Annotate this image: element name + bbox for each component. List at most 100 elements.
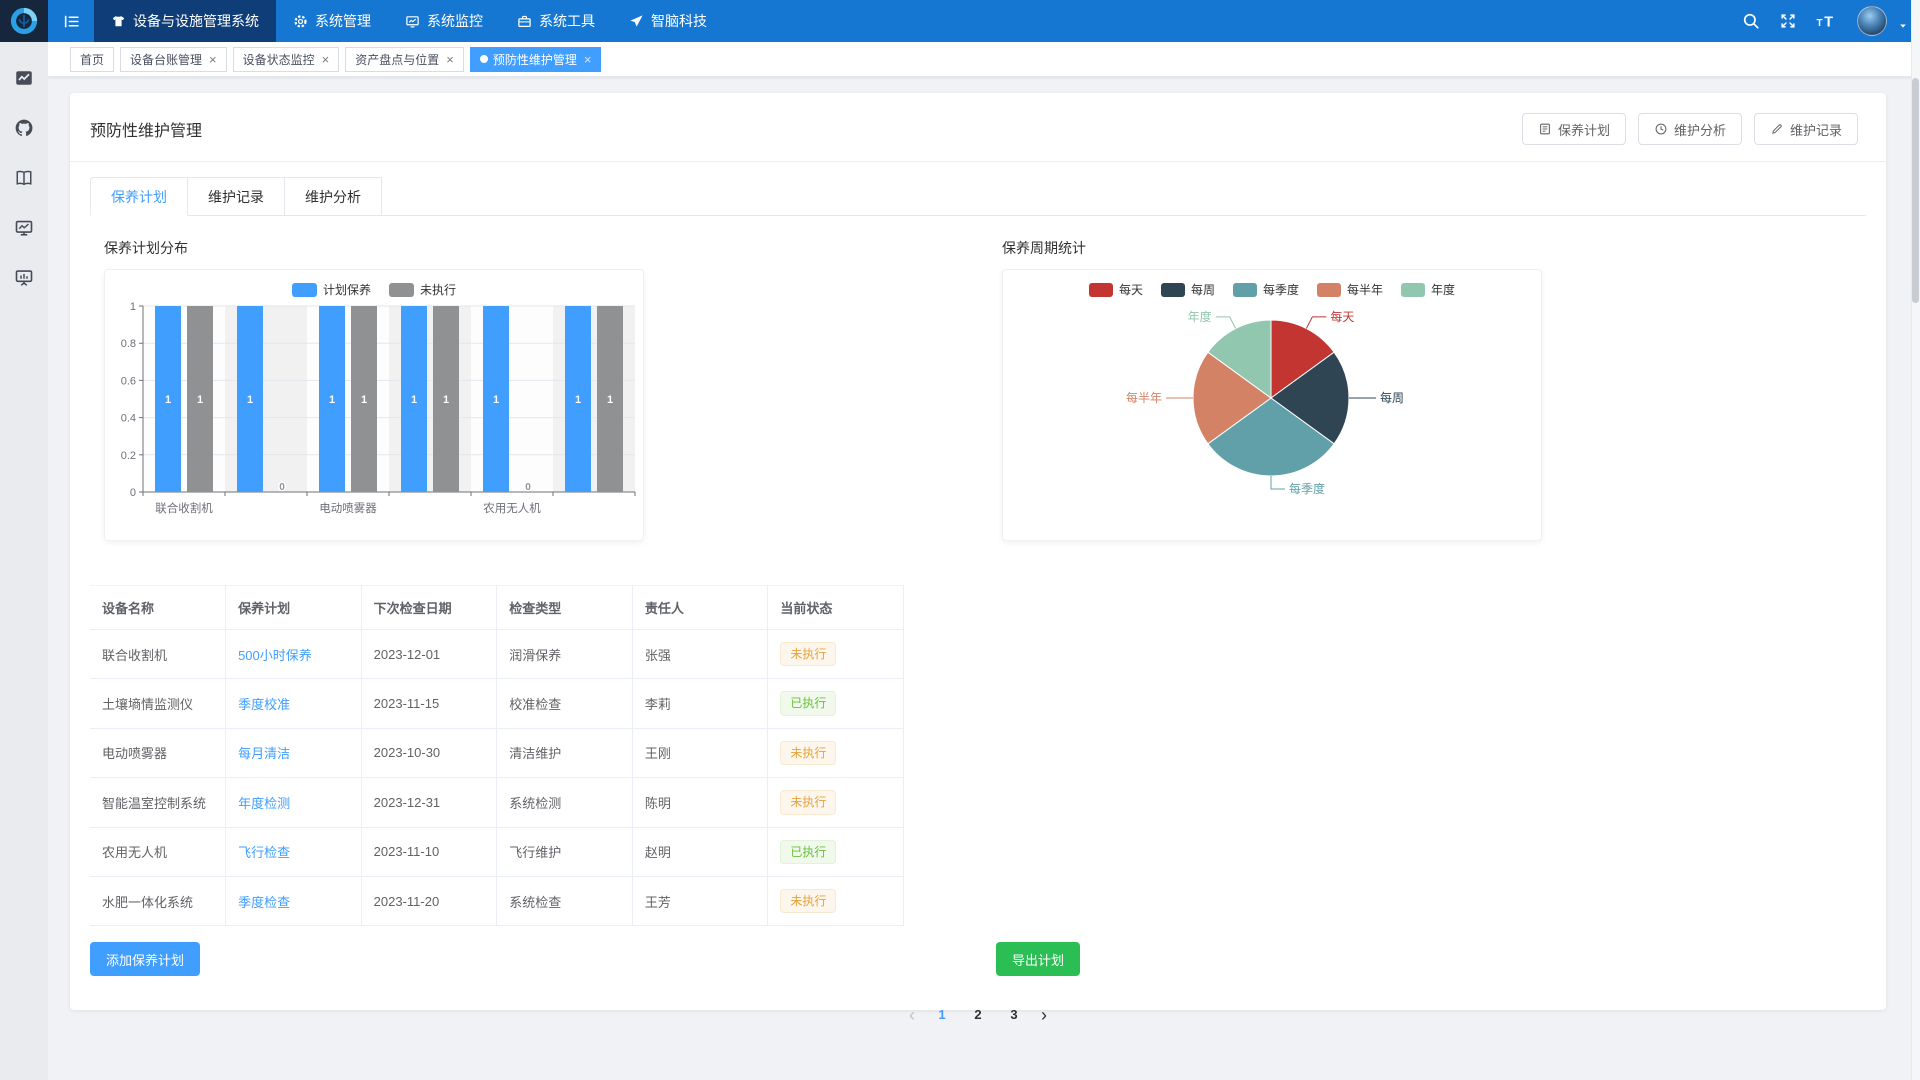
header-divider xyxy=(70,161,1886,162)
export-plan-button[interactable]: 导出计划 xyxy=(995,942,1081,977)
view-tag[interactable]: 设备状态监控 × xyxy=(232,46,340,72)
legend-item[interactable]: 每半年 xyxy=(1317,281,1383,298)
plan-cell: 500小时保养 xyxy=(225,629,362,680)
status-badge: 未执行 xyxy=(780,790,837,815)
view-tag[interactable]: 资产盘点与位置 × xyxy=(345,46,464,72)
navbar-menu-item[interactable]: 系统管理 xyxy=(276,0,388,42)
page-header: 预防性维护管理 保养计划 维护分析 维护记录 xyxy=(90,109,1866,161)
view-tag[interactable]: 设备台账管理 × xyxy=(120,46,227,72)
table-row: 智能温室控制系统 年度检测 2023-12-31 系统检测 陈明 未执行 xyxy=(90,777,904,828)
view-tag-label: 设备状态监控 xyxy=(242,52,315,67)
legend-item[interactable]: 每周 xyxy=(1160,281,1215,298)
tab-保养计划[interactable]: 保养计划 xyxy=(90,177,188,216)
navbar-menu: 设备与设施管理系统 系统管理 系统监控 系统工具 智脑科技 xyxy=(94,0,724,42)
legend-label: 未执行 xyxy=(420,283,457,297)
tag-close-icon[interactable]: × xyxy=(321,51,330,67)
navbar-right-tools: T T xyxy=(1742,6,1920,36)
navbar-menu-item-label: 设备与设施管理系统 xyxy=(133,13,259,29)
font-size-icon[interactable]: T T xyxy=(1816,12,1838,30)
pagination-next-icon[interactable]: › xyxy=(1041,1005,1047,1026)
next-date-cell: 2023-11-20 xyxy=(361,876,498,927)
legend-item[interactable]: 每季度 xyxy=(1232,281,1299,298)
photo-chart-icon[interactable] xyxy=(14,68,34,88)
plan-link[interactable]: 飞行检查 xyxy=(238,845,291,861)
status-badge: 未执行 xyxy=(780,740,837,766)
bar-chart: 0 0.2 0.4 0.6 0.8 1 1 1 联合收割机 1 0 1 1 电动喷雾器 1 1 1 0 农用无人机 1… xyxy=(121,301,636,515)
pie-chart-section: 保养周期统计 每天 每周 每季度 每半年 年度 每天 每周 每季度 每半年 年度 xyxy=(978,238,1866,541)
clock-icon xyxy=(1654,122,1668,136)
view-tag[interactable]: 首页 xyxy=(70,46,115,72)
navbar-menu-item[interactable]: 系统工具 xyxy=(500,0,612,42)
header-action-label: 保养计划 xyxy=(1557,122,1610,138)
sidebar-toggle-icon[interactable] xyxy=(48,0,94,42)
navbar-menu-item[interactable]: 设备与设施管理系统 xyxy=(94,0,276,42)
table-row: 水肥一体化系统 季度检查 2023-11-20 系统检查 王芳 未执行 xyxy=(90,876,904,927)
tag-close-icon[interactable]: × xyxy=(446,51,454,67)
window-scrollbar[interactable] xyxy=(1911,0,1920,1080)
page-card: 预防性维护管理 保养计划 维护分析 维护记录 保养计划 维护记录 维护分析 保养计划分布… xyxy=(70,93,1886,1024)
book-icon[interactable] xyxy=(14,168,34,188)
user-avatar[interactable] xyxy=(1857,6,1887,36)
plan-link[interactable]: 500小时保养 xyxy=(238,647,312,663)
presentation-icon[interactable] xyxy=(14,268,34,288)
bar-chart-card: 计划保养 未执行 0 0.2 0.4 0.6 0.8 1 1 1 联合收割机 1 0 1 1 电动喷雾器 1 1… xyxy=(104,269,644,541)
header-action-button[interactable]: 维护记录 xyxy=(1753,113,1858,145)
next-date-cell: 2023-11-15 xyxy=(361,678,498,729)
navbar-menu-item[interactable]: 系统监控 xyxy=(388,0,500,42)
chevron-down-icon[interactable] xyxy=(1898,21,1908,31)
github-icon[interactable] xyxy=(14,118,34,138)
table-row: 联合收割机 500小时保养 2023-12-01 润滑保养 张强 未执行 xyxy=(90,629,904,680)
status-cell: 未执行 xyxy=(767,629,904,680)
tag-close-icon[interactable]: × xyxy=(209,51,217,67)
plan-link[interactable]: 季度校准 xyxy=(238,697,291,713)
svg-text:1: 1 xyxy=(493,394,499,406)
svg-text:0.8: 0.8 xyxy=(121,338,136,350)
check-type-cell: 校准检查 xyxy=(496,678,633,729)
owner-cell: 赵明 xyxy=(632,827,769,877)
tab-维护分析[interactable]: 维护分析 xyxy=(285,177,382,216)
svg-text:每天: 每天 xyxy=(1330,309,1354,324)
bar-chart-section: 保养计划分布 计划保养 未执行 0 0.2 0.4 0.6 0.8 1 1 1 联合收割机 1 0 1 1… xyxy=(90,238,978,541)
svg-text:1: 1 xyxy=(247,394,253,406)
tab-维护记录[interactable]: 维护记录 xyxy=(188,177,285,216)
plan-cell: 年度检测 xyxy=(225,777,362,828)
header-action-button[interactable]: 保养计划 xyxy=(1521,113,1626,145)
search-icon[interactable] xyxy=(1742,12,1760,30)
legend-label: 每周 xyxy=(1190,283,1215,297)
header-action-button[interactable]: 维护分析 xyxy=(1637,113,1742,145)
plan-link[interactable]: 季度检查 xyxy=(238,894,291,910)
document-icon xyxy=(1538,122,1552,136)
legend-item[interactable]: 每天 xyxy=(1088,281,1143,298)
legend-label: 计划保养 xyxy=(322,283,371,297)
bar-chart-legend: 计划保养 未执行 xyxy=(105,270,643,298)
charts-row: 保养计划分布 计划保养 未执行 0 0.2 0.4 0.6 0.8 1 1 1 联合收割机 1 0 1 1… xyxy=(90,238,1866,541)
navbar-menu-item[interactable]: 智脑科技 xyxy=(612,0,724,42)
device-name-cell: 水肥一体化系统 xyxy=(90,876,227,927)
add-plan-button[interactable]: 添加保养计划 xyxy=(90,942,201,977)
pagination-prev-icon[interactable]: ‹ xyxy=(909,1005,915,1026)
tag-close-icon[interactable]: × xyxy=(583,51,592,67)
plan-link[interactable]: 每月清洁 xyxy=(238,746,291,762)
table-actions: 添加保养计划 导出计划 xyxy=(90,942,1866,977)
legend-label: 每天 xyxy=(1118,283,1143,297)
pagination-page-1[interactable]: 1 xyxy=(938,1007,946,1023)
navbar-menu-item-label: 智脑科技 xyxy=(651,13,707,29)
view-tag[interactable]: 预防性维护管理 × xyxy=(469,46,602,72)
legend-item[interactable]: 计划保养 xyxy=(291,281,371,298)
plan-link[interactable]: 年度检测 xyxy=(238,795,291,811)
main-content: 预防性维护管理 保养计划 维护分析 维护记录 保养计划 维护记录 维护分析 保养计划分布… xyxy=(48,77,1920,1080)
table-row: 农用无人机 飞行检查 2023-11-10 飞行维护 赵明 已执行 xyxy=(90,827,904,877)
legend-item[interactable]: 未执行 xyxy=(389,281,456,298)
legend-item[interactable]: 年度 xyxy=(1401,281,1455,298)
left-sidebar xyxy=(0,0,48,1080)
fullscreen-icon[interactable] xyxy=(1779,12,1797,30)
device-name-cell: 农用无人机 xyxy=(90,827,227,877)
monitor-chart-icon[interactable] xyxy=(14,218,34,238)
status-badge: 未执行 xyxy=(780,888,837,914)
scrollbar-thumb[interactable] xyxy=(1912,78,1919,303)
pagination-page-2[interactable]: 2 xyxy=(974,1007,982,1023)
pagination-page-3[interactable]: 3 xyxy=(1010,1007,1018,1023)
app-logo[interactable] xyxy=(0,0,48,42)
check-type-cell: 系统检测 xyxy=(496,777,633,828)
top-navbar: 设备与设施管理系统 系统管理 系统监控 系统工具 智脑科技 T T xyxy=(48,0,1920,42)
